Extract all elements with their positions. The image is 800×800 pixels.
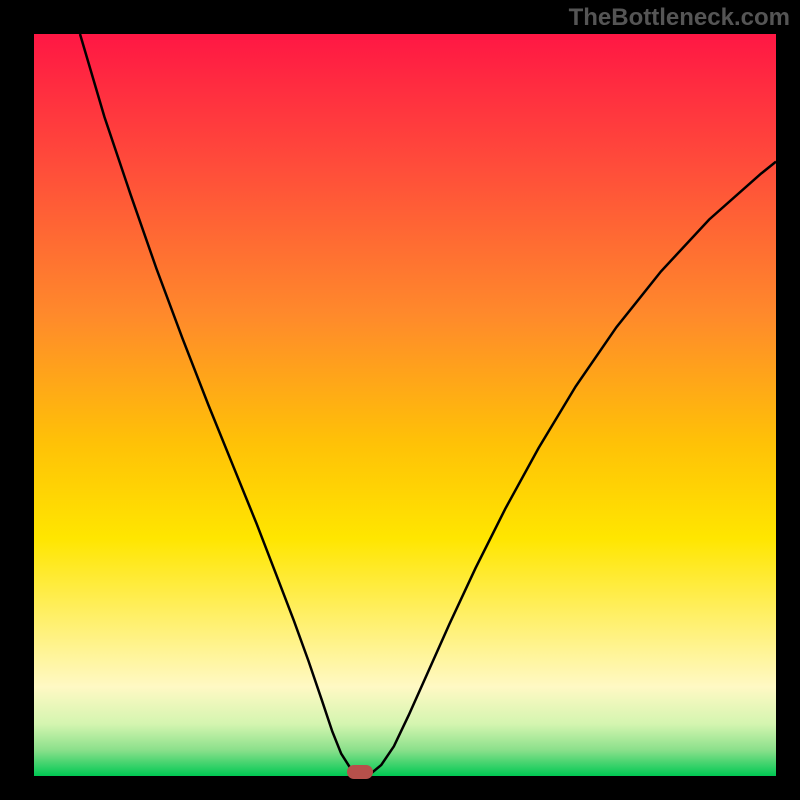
plot-area — [34, 34, 776, 776]
bottleneck-curve — [34, 34, 776, 776]
chart-container: TheBottleneck.com — [0, 0, 800, 800]
bottleneck-marker — [347, 765, 373, 779]
curve-path — [80, 34, 776, 775]
watermark-text: TheBottleneck.com — [569, 4, 790, 32]
